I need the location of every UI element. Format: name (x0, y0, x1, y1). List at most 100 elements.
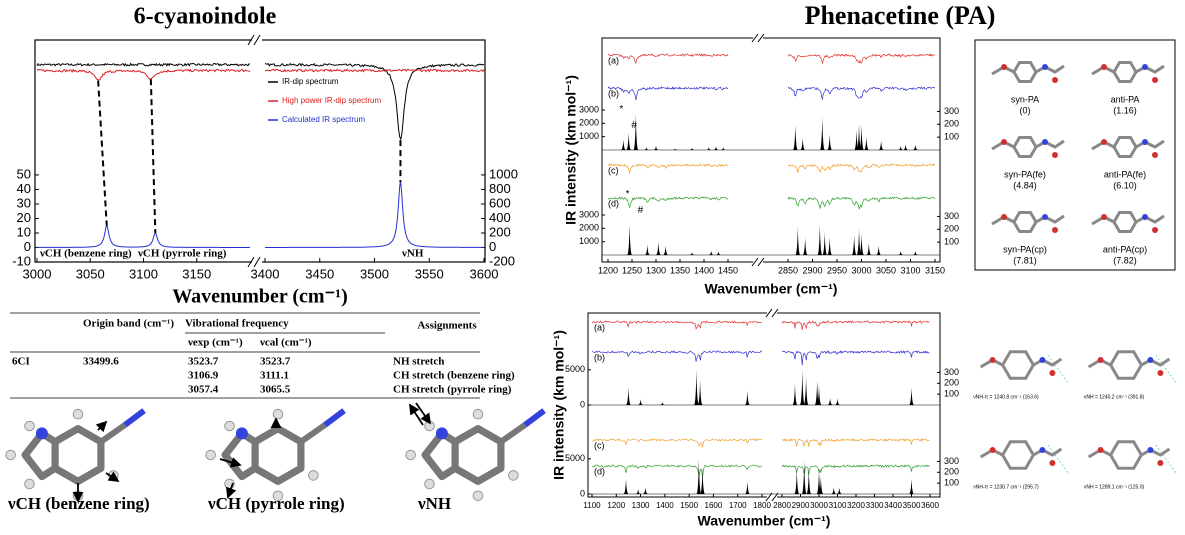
mode-annotation: νCH (pyrrole ring) (137, 248, 227, 260)
atom-h (508, 470, 519, 481)
atom-o (1157, 370, 1164, 376)
bond-chain (1140, 447, 1171, 457)
y-tick-label: 1000 (579, 236, 599, 246)
atom-n (1142, 139, 1148, 145)
break-mark (247, 34, 255, 46)
calc-peak (816, 385, 822, 405)
atom-o (1157, 460, 1164, 466)
table-subheader: νexp (cm⁻¹) (187, 337, 243, 349)
y-tick-label: 5000 (565, 364, 585, 374)
y-tick-label: 20 (17, 210, 31, 225)
x-tick-label: 3400 (251, 266, 280, 281)
calc-peak (620, 139, 626, 150)
spectrum-line (36, 62, 485, 141)
atom-o (1001, 214, 1007, 220)
spectrum-line (607, 86, 936, 101)
atom-n (1039, 357, 1046, 363)
trace-label: (c) (594, 440, 605, 450)
y2-tick-label: -200 (489, 253, 515, 268)
conformer-energy: (7.81) (1013, 255, 1037, 265)
x-tick-label: 1200 (598, 265, 618, 275)
x-tick-label: 3100 (829, 501, 847, 510)
y2-tick-label: 800 (489, 181, 511, 196)
atom-h (272, 408, 284, 420)
table-cell: 3065.5 (260, 384, 291, 396)
y-axis-label: IR intensity (km mol⁻¹) (551, 330, 567, 480)
y2-tick-label: 200 (944, 119, 959, 129)
correlation-line (149, 79, 157, 234)
spectrum-line (591, 320, 930, 331)
atom-n (1142, 214, 1148, 220)
bond-chain (1032, 357, 1063, 367)
x-tick-label: 1200 (607, 501, 625, 510)
x-tick-label: 3600 (470, 266, 499, 281)
y-tick-label: 2000 (579, 223, 599, 233)
conformer-energy: (6.10) (1113, 180, 1137, 190)
calc-peak (817, 224, 823, 255)
calc-peak (909, 478, 914, 494)
calc-peak (827, 134, 833, 150)
atom-o (1152, 227, 1158, 233)
atom-o (989, 447, 996, 453)
x-tick-label: 3150 (925, 265, 945, 275)
calc-peak (697, 380, 703, 405)
calc-peak (626, 132, 632, 150)
x-tick-label: 1400 (656, 501, 674, 510)
table-cell: 3523.7 (260, 356, 291, 368)
mode-label: νCH (pyrrole ring) (207, 494, 345, 513)
snapshot-label: νNH-π = 1240.8 cm⁻¹ (163.6) (973, 394, 1039, 400)
conformer-name: anti-PA(fe) (1104, 169, 1146, 179)
x-tick-label: 1350 (670, 265, 690, 275)
y2-tick-label: 0 (489, 239, 496, 254)
trace-label: (b) (608, 88, 619, 98)
mode-arrow (95, 420, 108, 433)
x-tick-label: 3050 (876, 265, 896, 275)
x-tick-label: 3450 (305, 266, 334, 281)
y-tick-label: 1000 (579, 131, 599, 141)
mode-label: νNH (417, 494, 451, 513)
table-cell: NH stretch (393, 356, 444, 368)
calc-peak (819, 116, 825, 150)
snapshot-label: νNH = 1240.2 cm⁻¹ (391.8) (1084, 394, 1145, 400)
atom-o (1052, 152, 1058, 158)
x-tick-label: 2900 (792, 501, 810, 510)
x-tick-label: 3300 (866, 501, 884, 510)
calc-peak (672, 148, 678, 150)
atom-h (24, 478, 35, 490)
calc-peak (898, 146, 904, 150)
x-tick-label: 1700 (729, 501, 747, 510)
x-tick-label: 1450 (718, 265, 738, 275)
calc-peak (827, 397, 833, 405)
bond-chain (1035, 214, 1065, 224)
h-bond (1047, 354, 1069, 384)
atom-h (5, 449, 16, 461)
panel-title: Phenacetine (PA) (805, 1, 996, 30)
table-cell: 3111.1 (260, 370, 289, 382)
calc-peak (835, 398, 840, 405)
break-mark (751, 33, 759, 43)
atom-n (1042, 214, 1048, 220)
atom-n (1039, 447, 1046, 453)
calc-peak (744, 390, 750, 405)
bond-cn (499, 422, 527, 445)
calc-peak (802, 237, 808, 255)
x-tick-label: 3000 (810, 501, 828, 510)
atom-o (1001, 139, 1007, 145)
calc-peak (689, 252, 695, 255)
x-tick-label: 3000 (851, 265, 871, 275)
mode-label: νCH (benzene ring) (7, 494, 150, 513)
mode-annotation: νNH (401, 248, 424, 260)
bond-cn (323, 408, 346, 428)
y2-tick-label: 200 (944, 467, 959, 477)
atom-n (1042, 139, 1048, 145)
x-tick-label: 2850 (778, 265, 798, 275)
conformer-name: syn-PA(cp) (1003, 244, 1047, 254)
calc-peak (638, 399, 644, 405)
bond-cn (523, 408, 546, 428)
calc-peak (689, 148, 695, 150)
calc-peak (627, 224, 633, 255)
bond-chain (1135, 64, 1165, 74)
x-tick-label: 3100 (129, 266, 158, 281)
y-tick-label: 30 (17, 195, 31, 210)
